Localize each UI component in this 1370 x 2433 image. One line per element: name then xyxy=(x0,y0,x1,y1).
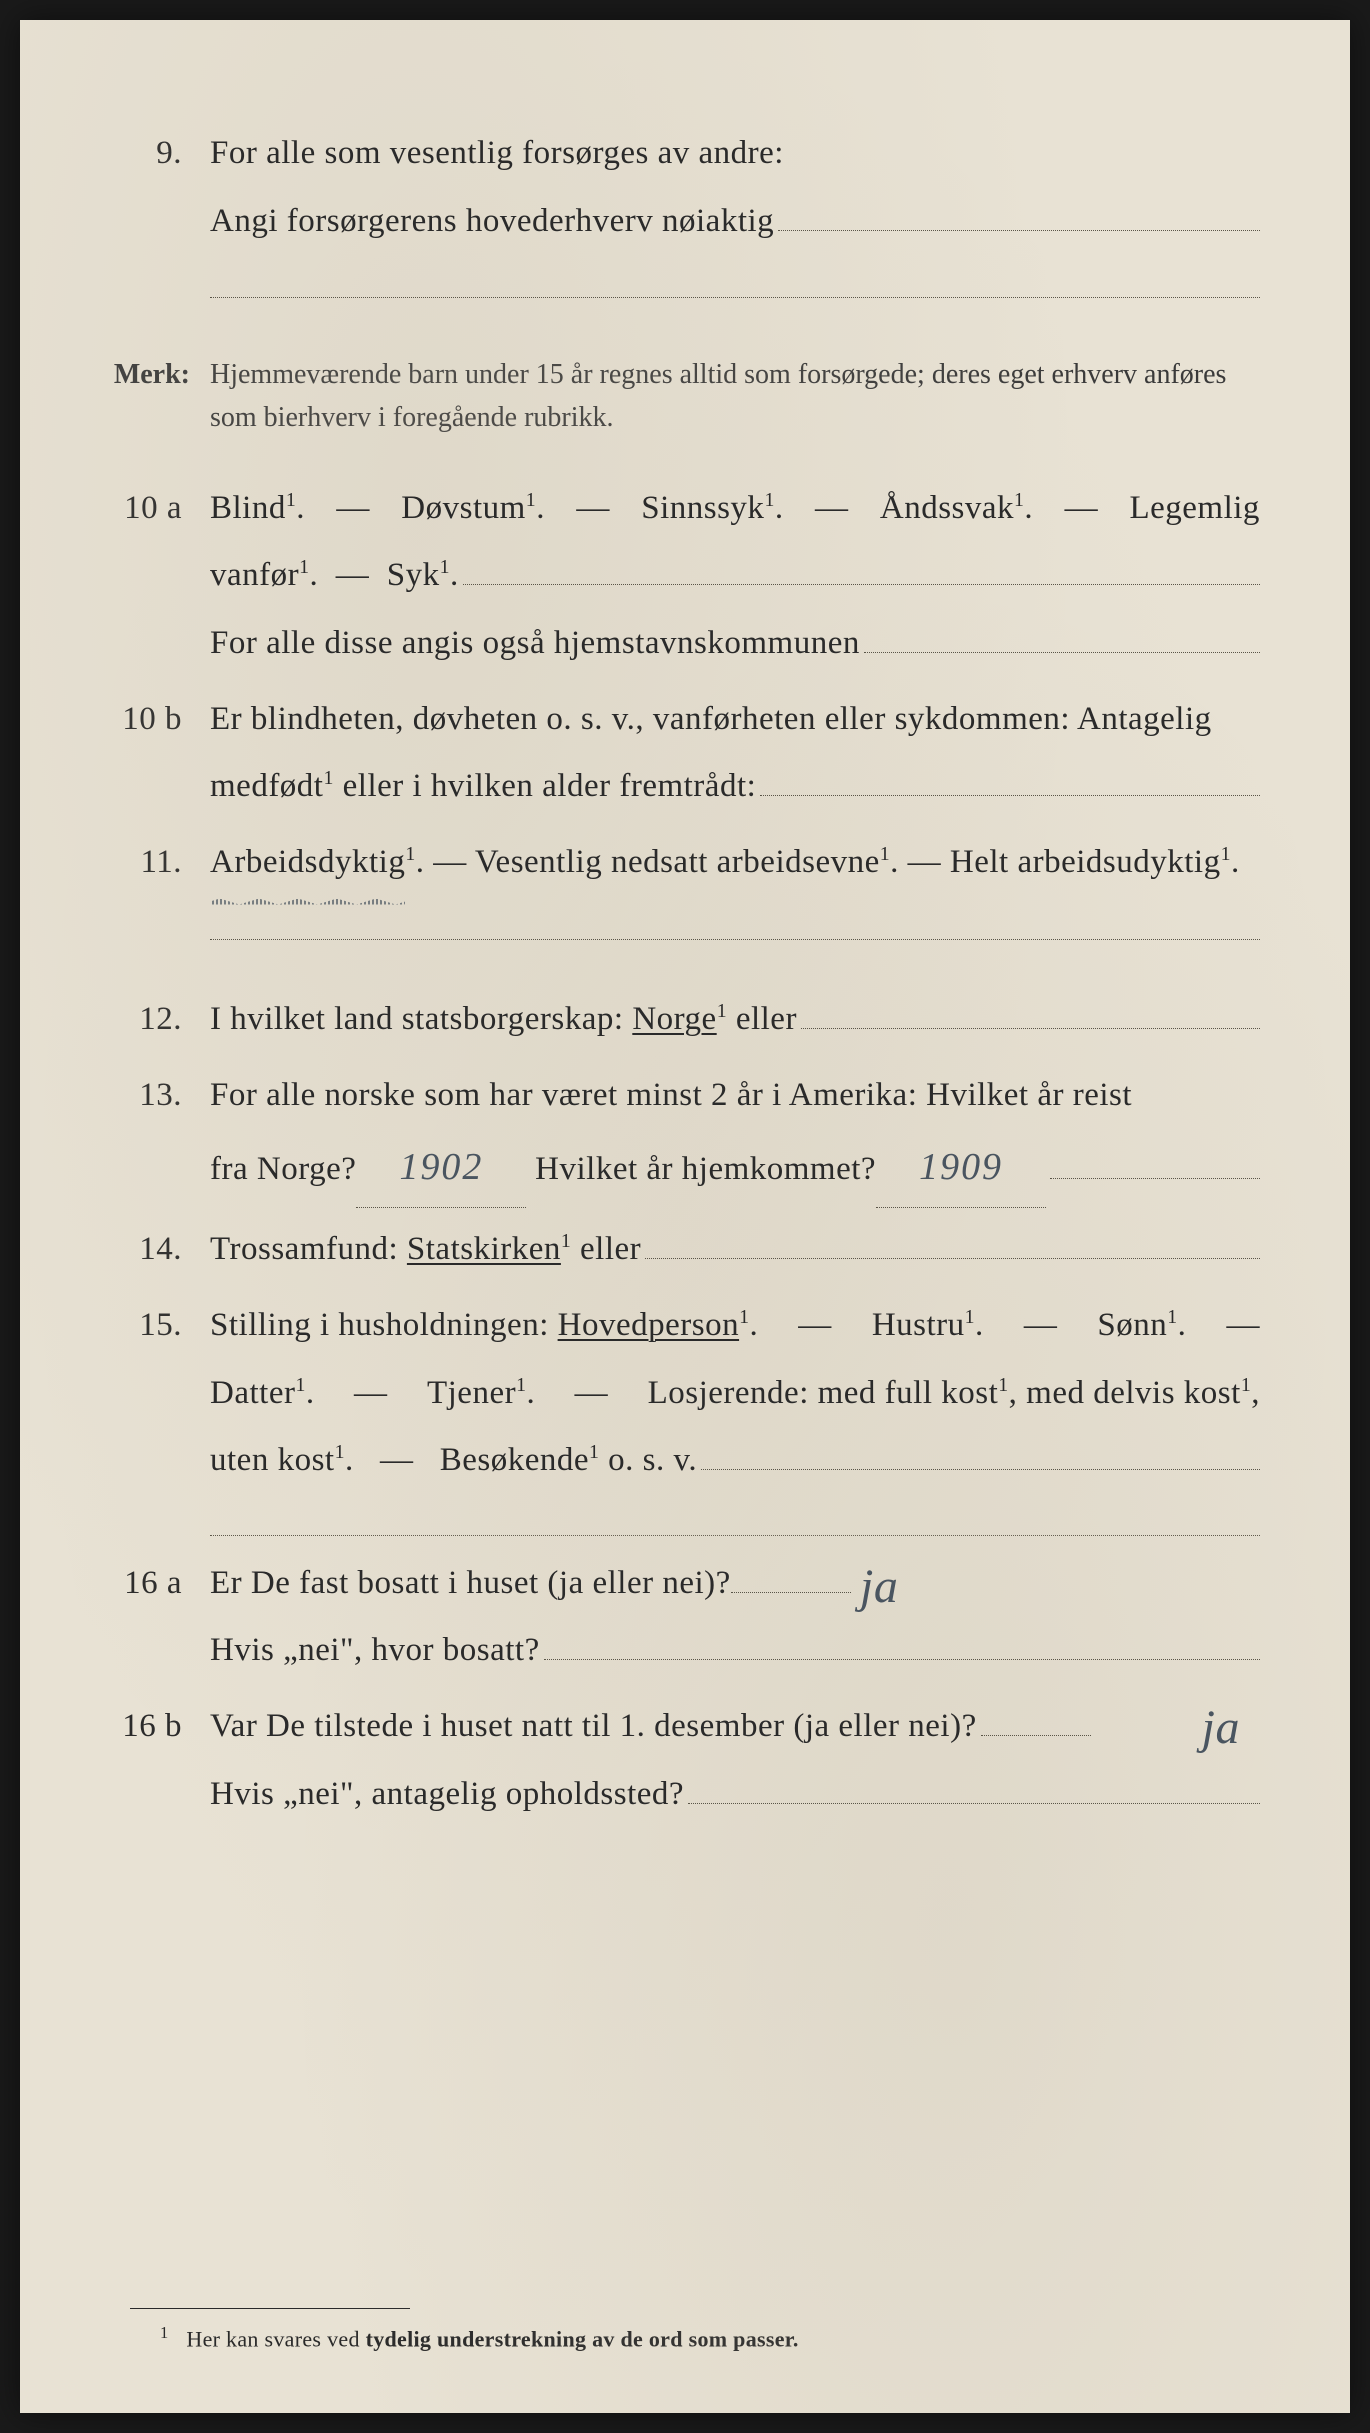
q13-fra-norge: fra Norge? xyxy=(210,1136,356,1204)
question-14: 14. Trossamfund: Statskirken1 eller xyxy=(110,1216,1260,1284)
merk-label: Merk: xyxy=(110,353,210,440)
q11-udyktig: Helt arbeidsudyktig xyxy=(950,844,1221,880)
q14-post: eller xyxy=(571,1231,641,1267)
q12-norge: Norge xyxy=(632,1001,716,1037)
footnote: 1 Her kan svares ved tydelig understrekn… xyxy=(160,2323,1260,2352)
q16a-fill xyxy=(544,1624,1260,1660)
q16a-answer-field xyxy=(731,1592,851,1593)
q10b-medfodt: medfødt xyxy=(210,768,323,804)
q9-fill-line xyxy=(210,262,1260,298)
q10b-line1: Er blindheten, døvheten o. s. v., vanfør… xyxy=(210,686,1260,754)
q16a-line1: Er De fast bosatt i huset (ja eller nei)… xyxy=(210,1550,731,1618)
q16b-number: 16 b xyxy=(110,1693,210,1828)
q15-hustru: Hustru xyxy=(872,1307,965,1343)
q10a-sinnssyk: Sinnssyk xyxy=(641,490,764,526)
question-16b: 16 b Var De tilstede i huset natt til 1.… xyxy=(110,1693,1260,1828)
q16b-fill xyxy=(688,1767,1260,1803)
footnote-pre: Her kan svares ved xyxy=(186,2327,365,2352)
q15-datter: Datter xyxy=(210,1375,295,1411)
q10a-line3: For alle disse angis også hjemstavnskomm… xyxy=(210,610,860,678)
q16a-number: 16 a xyxy=(110,1550,210,1685)
q13-hjemkommet: Hvilket år hjemkommet? xyxy=(535,1136,876,1204)
q14-pre: Trossamfund: xyxy=(210,1216,398,1284)
q10a-andssvak: Åndssvak xyxy=(880,490,1014,526)
q9-fill xyxy=(778,194,1260,230)
question-10b: 10 b Er blindheten, døvheten o. s. v., v… xyxy=(110,686,1260,821)
q12-number: 12. xyxy=(110,986,210,1054)
q10b-number: 10 b xyxy=(110,686,210,821)
q10a-blind: Blind xyxy=(210,490,286,526)
q11-fill xyxy=(210,903,1260,939)
q11-nedsatt: Vesentlig nedsatt arbeidsevne xyxy=(475,844,880,880)
question-15: 15. Stilling i husholdningen: Hovedperso… xyxy=(110,1292,1260,1495)
q15-sonn: Sønn xyxy=(1097,1307,1167,1343)
q10a-syk: Syk xyxy=(387,557,440,593)
question-13: 13. For alle norske som har været minst … xyxy=(110,1062,1260,1208)
q15-besokende: Besøkende xyxy=(440,1442,589,1478)
q16b-answer-field xyxy=(981,1700,1091,1736)
q13-number: 13. xyxy=(110,1062,210,1208)
q12-post: eller xyxy=(727,1001,797,1037)
q16a-line2: Hvis „nei", hvor bosatt? xyxy=(210,1617,540,1685)
q16a-answer: ja xyxy=(860,1538,898,1636)
q15-number: 15. xyxy=(110,1292,210,1495)
q11-number: 11. xyxy=(110,829,210,964)
q16b-line2: Hvis „nei", antagelig opholdssted? xyxy=(210,1761,684,1829)
q15-tjener: Tjener xyxy=(427,1375,516,1411)
q10a-number: 10 a xyxy=(110,475,210,678)
q15-osv: o. s. v. xyxy=(599,1442,697,1478)
q9-line2: Angi forsørgerens hovederhverv nøiaktig xyxy=(210,188,774,256)
question-9: 9. For alle som vesentlig forsørges av a… xyxy=(110,120,1260,323)
footnote-rule xyxy=(130,2308,410,2309)
q15-losjerende: Losjerende: med full kost xyxy=(648,1375,999,1411)
q10b-line2b: eller i hvilken alder fremtrådt: xyxy=(334,768,756,804)
q13-year2-field: 1909 xyxy=(876,1129,1046,1208)
q13-line1: For alle norske som har været minst 2 år… xyxy=(210,1062,1260,1130)
question-11: 11. Arbeidsdyktig1. — Vesentlig nedsatt … xyxy=(110,829,1260,964)
q10b-fill xyxy=(760,760,1260,796)
q10a-legemlig: Legemlig xyxy=(1129,490,1259,526)
q15-pre: Stilling i husholdningen: xyxy=(210,1307,558,1343)
q10a-vanfor: vanfør xyxy=(210,557,299,593)
q12-fill xyxy=(801,993,1260,1029)
q10a-dovstum: Døvstum xyxy=(401,490,526,526)
q12-pre: I hvilket land statsborgerskap: xyxy=(210,986,624,1054)
q14-number: 14. xyxy=(110,1216,210,1284)
q15-hovedperson: Hovedperson xyxy=(558,1307,739,1343)
q13-year2: 1909 xyxy=(919,1129,1003,1207)
q11-arbeidsdyktig: Arbeidsdyktig xyxy=(210,829,405,897)
q9-number: 9. xyxy=(110,120,210,323)
merk-text: Hjemmeværende barn under 15 år regnes al… xyxy=(210,353,1260,440)
question-16a: 16 a Er De fast bosatt i huset (ja eller… xyxy=(110,1550,1260,1685)
q10a-fill2 xyxy=(864,617,1260,653)
q9-line1: For alle som vesentlig forsørges av andr… xyxy=(210,120,1260,188)
q13-year1: 1902 xyxy=(399,1129,483,1207)
q13-year1-field: 1902 xyxy=(356,1129,526,1208)
question-10a: 10 a Blind1. — Døvstum1. — Sinnssyk1. — … xyxy=(110,475,1260,678)
q16b-line1: Var De tilstede i huset natt til 1. dese… xyxy=(210,1693,977,1761)
q15-delvis: , med delvis kost xyxy=(1009,1375,1241,1411)
q15-fill xyxy=(701,1434,1260,1470)
merk-note: Merk: Hjemmeværende barn under 15 år reg… xyxy=(110,353,1260,440)
q14-fill xyxy=(645,1223,1260,1259)
q14-statskirken: Statskirken xyxy=(407,1231,561,1267)
q15-extra-line xyxy=(210,1503,1260,1536)
q10a-fill1 xyxy=(463,549,1260,585)
question-12: 12. I hvilket land statsborgerskap: Norg… xyxy=(110,986,1260,1054)
q16b-answer: ja xyxy=(1202,1679,1240,1777)
footnote-number: 1 xyxy=(160,2323,169,2342)
census-form-page: 9. For alle som vesentlig forsørges av a… xyxy=(20,20,1350,2413)
footnote-bold: tydelig understrekning av de ord som pas… xyxy=(366,2327,799,2352)
q15-uten: uten kost xyxy=(210,1442,335,1478)
